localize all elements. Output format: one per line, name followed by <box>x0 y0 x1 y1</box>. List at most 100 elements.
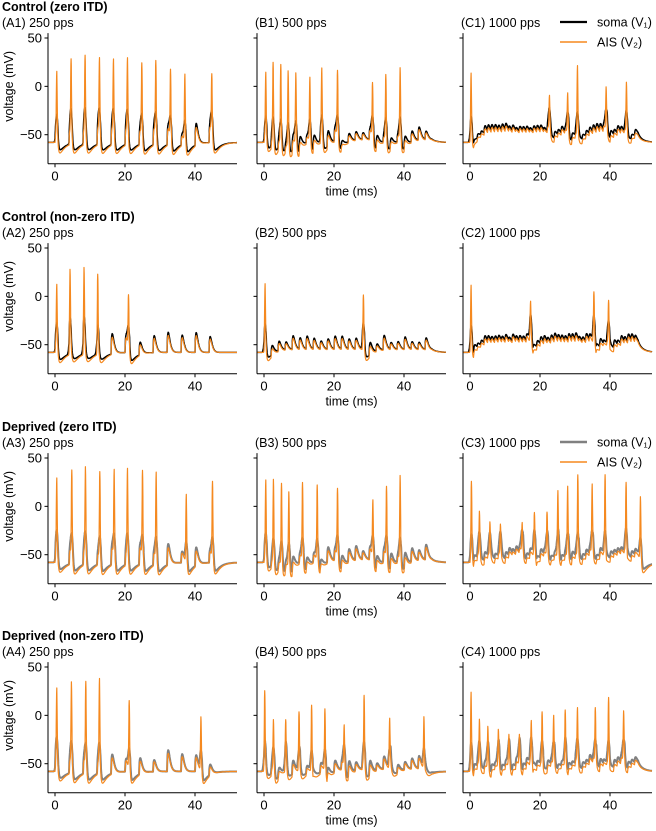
ais-trace <box>256 283 447 362</box>
ais-trace <box>256 474 447 578</box>
x-tick-label: 40 <box>188 589 202 604</box>
ais-trace <box>462 65 653 149</box>
x-tick-label: 20 <box>327 798 341 813</box>
y-tick-label: −50 <box>20 337 42 352</box>
x-tick-label: 0 <box>466 589 473 604</box>
x-tick-label: 40 <box>188 169 202 184</box>
ais-trace <box>462 284 653 358</box>
x-tick-label: 20 <box>118 169 132 184</box>
x-tick-label: 0 <box>260 379 267 394</box>
panel-label: (B3) 500 pps <box>255 436 327 450</box>
x-tick-label: 0 <box>51 379 58 394</box>
y-tick-label: 50 <box>28 241 42 256</box>
panel-b4: (B4) 500 pps 0 20 40 time (ms) <box>253 645 447 828</box>
x-tick-label: 20 <box>327 589 341 604</box>
panel-label: (C1) 1000 pps <box>461 16 540 30</box>
x-tick-label: 40 <box>603 379 617 394</box>
x-tick-label: 20 <box>533 379 547 394</box>
panel-label: (C4) 1000 pps <box>461 645 540 659</box>
panel-b3: (B3) 500 pps 0 20 40 time (ms) <box>253 436 447 619</box>
x-tick-label: 0 <box>466 379 473 394</box>
x-tick-label: 0 <box>51 169 58 184</box>
x-tick-label: 0 <box>466 169 473 184</box>
panel-label: (A3) 250 pps <box>2 436 74 450</box>
ais-trace <box>256 690 447 784</box>
ais-trace <box>47 54 238 156</box>
ais-trace <box>462 474 653 574</box>
soma-trace <box>47 529 238 573</box>
x-tick-label: 20 <box>533 589 547 604</box>
x-tick-label: 20 <box>118 589 132 604</box>
x-tick-label: 40 <box>188 379 202 394</box>
panel-label: (A4) 250 pps <box>2 645 74 659</box>
x-tick-label: 40 <box>603 798 617 813</box>
x-tick-label: 0 <box>260 798 267 813</box>
panel-label: (B2) 500 pps <box>255 226 327 240</box>
x-axis-label: time (ms) <box>325 185 377 199</box>
soma-trace <box>256 113 447 153</box>
soma-trace <box>462 736 653 773</box>
x-tick-label: 20 <box>118 798 132 813</box>
panel-label: (C2) 1000 pps <box>461 226 540 240</box>
y-axis-label: voltage (mV) <box>2 261 16 332</box>
y-tick-label: −50 <box>20 756 42 771</box>
x-tick-label: 0 <box>51 798 58 813</box>
ais-trace <box>256 61 447 158</box>
panel-label: (C3) 1000 pps <box>461 436 540 450</box>
ais-trace <box>462 691 653 778</box>
panel-label: (A2) 250 pps <box>2 226 74 240</box>
y-tick-label: 50 <box>28 451 42 466</box>
x-tick-label: 20 <box>118 379 132 394</box>
x-tick-label: 20 <box>327 379 341 394</box>
row-title: Control (zero ITD) <box>2 0 108 14</box>
x-tick-label: 40 <box>188 798 202 813</box>
row-title: Control (non-zero ITD) <box>2 210 135 224</box>
y-tick-label: 0 <box>35 289 42 304</box>
y-tick-label: 50 <box>28 31 42 46</box>
x-tick-label: 40 <box>603 589 617 604</box>
panel-label: (B1) 500 pps <box>255 16 327 30</box>
legend: soma (V₁) AIS (V₂) <box>560 16 652 50</box>
legend-soma-label: soma (V₁) <box>597 436 652 450</box>
panel-label: (B4) 500 pps <box>255 645 327 659</box>
x-tick-label: 20 <box>533 798 547 813</box>
row-title: Deprived (zero ITD) <box>2 420 117 434</box>
panel-c2: (C2) 1000 pps 0 20 40 <box>459 226 653 394</box>
y-axis-label: voltage (mV) <box>2 51 16 122</box>
x-tick-label: 40 <box>397 798 411 813</box>
x-tick-label: 40 <box>603 169 617 184</box>
y-tick-label: 50 <box>28 660 42 675</box>
x-axis-label: time (ms) <box>325 605 377 619</box>
x-tick-label: 40 <box>397 379 411 394</box>
panel-b1: (B1) 500 pps 0 20 40 time (ms) <box>253 16 447 199</box>
x-tick-label: 20 <box>327 169 341 184</box>
panel-c4: (C4) 1000 pps 0 20 40 <box>459 645 653 813</box>
x-tick-label: 0 <box>51 589 58 604</box>
y-axis-label: voltage (mV) <box>2 471 16 542</box>
y-axis-label: voltage (mV) <box>2 680 16 751</box>
panel-c1: (C1) 1000 pps 0 20 40 soma (V₁) AIS (V₂) <box>459 16 653 184</box>
x-tick-label: 0 <box>466 798 473 813</box>
soma-trace <box>256 321 447 358</box>
y-tick-label: 0 <box>35 499 42 514</box>
x-axis-label: time (ms) <box>325 395 377 409</box>
y-tick-label: −50 <box>20 547 42 562</box>
panel-c3: (C3) 1000 pps 0 20 40 soma (V₁) AIS (V₂) <box>459 436 653 604</box>
legend-ais-label: AIS (V₂) <box>597 456 642 470</box>
x-tick-label: 0 <box>260 169 267 184</box>
row-title: Deprived (non-zero ITD) <box>2 629 144 643</box>
soma-trace <box>47 315 238 362</box>
legend-ais-label: AIS (V₂) <box>597 36 642 50</box>
ais-trace <box>47 466 238 576</box>
x-tick-label: 40 <box>397 589 411 604</box>
x-tick-label: 20 <box>533 169 547 184</box>
panel-label: (A1) 250 pps <box>2 16 74 30</box>
panel-b2: (B2) 500 pps 0 20 40 time (ms) <box>253 226 447 409</box>
x-axis-label: time (ms) <box>325 814 377 828</box>
legend: soma (V₁) AIS (V₂) <box>560 436 652 470</box>
